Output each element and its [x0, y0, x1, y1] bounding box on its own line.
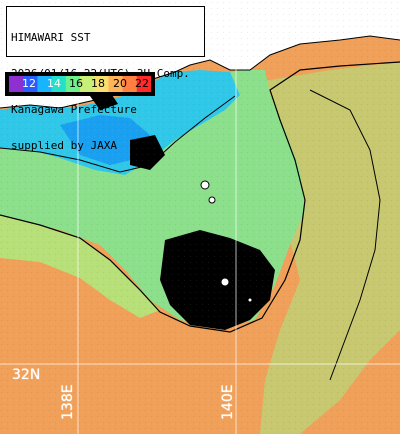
- legend-label: 12: [22, 77, 36, 90]
- title-line-3: Kanagawa Prefecture: [11, 103, 137, 116]
- legend-label: 18: [91, 77, 105, 90]
- map-title-box: HIMAWARI SST 2026/01/16 22(UTC) 3H Comp.…: [6, 6, 205, 152]
- island: [220, 277, 230, 287]
- legend-swatch: [94, 76, 109, 92]
- legend-swatch: [122, 76, 138, 92]
- legend-swatch: [37, 76, 53, 92]
- legend-label: 14: [47, 77, 61, 90]
- island: [208, 196, 216, 204]
- title-line-4: supplied by JAXA: [11, 139, 117, 152]
- title-line-1: HIMAWARI SST: [11, 31, 91, 44]
- legend-label: 16: [69, 77, 83, 90]
- legend-swatch: [80, 76, 95, 92]
- isotherm-contour-3: [309, 89, 381, 381]
- longitude-label: 138E: [60, 384, 76, 420]
- longitude-label: 140E: [220, 384, 236, 420]
- island: [247, 297, 253, 303]
- isotherm-contour-2: [0, 95, 236, 173]
- legend-swatch: [108, 76, 124, 92]
- legend-label: 22: [135, 77, 149, 90]
- legend-swatch: [23, 76, 38, 92]
- temperature-legend: 12 14 16 18 20 22: [5, 72, 155, 96]
- legend-swatch: [9, 76, 24, 92]
- isotherm-contour: [0, 61, 400, 333]
- legend-swatch: [136, 76, 151, 92]
- legend-color-bar: [9, 76, 151, 92]
- legend-swatch: [51, 76, 67, 92]
- legend-swatch: [65, 76, 81, 92]
- legend-label: 20: [113, 77, 127, 90]
- island: [200, 180, 210, 190]
- latitude-label: 32N: [12, 367, 41, 383]
